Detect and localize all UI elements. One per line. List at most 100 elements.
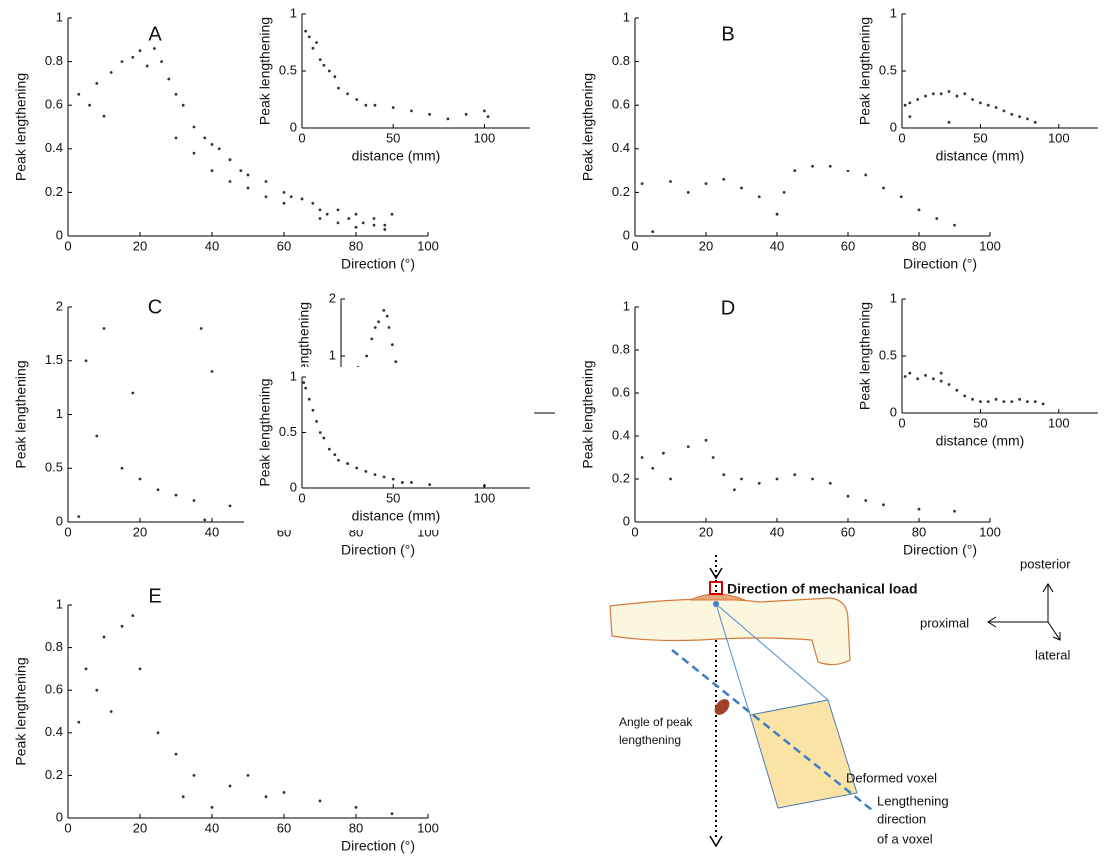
point: [939, 92, 943, 96]
point: [160, 60, 164, 63]
point: [210, 370, 214, 373]
x-axis-label: distance (mm): [352, 508, 441, 524]
x-tick-label: 0: [898, 130, 905, 145]
point: [156, 488, 160, 492]
compass-label: lateral: [1035, 647, 1071, 662]
point: [364, 469, 368, 473]
arrow-head: [709, 567, 723, 848]
point: [138, 667, 142, 671]
panel-label: C: [148, 296, 162, 318]
point: [304, 29, 308, 33]
y-tick-label: 0.8: [45, 53, 63, 68]
point: [1018, 115, 1021, 118]
load-label: Direction of mechanical load: [727, 581, 918, 597]
point: [120, 466, 124, 470]
point: [210, 805, 214, 809]
panel-label: A: [148, 23, 162, 45]
x-axis-label: Direction (°): [903, 256, 977, 272]
point: [486, 115, 490, 118]
point: [722, 473, 726, 477]
voxel-edge: [715, 603, 829, 701]
point: [391, 106, 395, 109]
x-tick-label: 40: [770, 238, 784, 253]
point: [318, 799, 322, 803]
y-tick-label: 0.5: [279, 62, 297, 77]
point: [364, 103, 368, 107]
point: [931, 377, 935, 381]
x-tick-label: 100: [474, 130, 496, 145]
point: [811, 477, 814, 481]
point: [686, 445, 690, 449]
point: [246, 774, 250, 777]
point: [464, 112, 468, 116]
point: [322, 63, 326, 67]
x-axis-label: Direction (°): [341, 838, 415, 854]
inset-chart: 0 0.5 1 0 50 100 distance (mm) Peak lengthening: [244, 367, 534, 530]
y-axis-label: Peak lengthening: [13, 657, 29, 765]
point: [382, 309, 386, 312]
point: [387, 326, 391, 329]
angle-marker: [714, 699, 730, 715]
point: [882, 186, 885, 190]
point: [337, 86, 340, 90]
point: [385, 314, 389, 318]
point: [1026, 400, 1029, 403]
y-tick-label: 1.5: [45, 352, 63, 367]
point: [651, 466, 655, 470]
x-axis-label: distance (mm): [936, 433, 1025, 449]
point: [264, 195, 268, 199]
point: [84, 667, 88, 671]
x-tick-label: 20: [699, 238, 713, 253]
y-tick-label: 0: [623, 227, 630, 242]
point: [88, 103, 91, 107]
y-tick-label: 1: [890, 5, 897, 20]
point: [971, 397, 974, 401]
point: [192, 125, 196, 129]
y-tick-label: 0.5: [279, 424, 297, 439]
point: [979, 400, 982, 403]
x-tick-label: 100: [417, 238, 439, 253]
y-tick-label: 0.6: [612, 384, 630, 399]
angle-label: lengthening: [619, 733, 681, 747]
point: [947, 383, 951, 386]
point: [282, 791, 286, 794]
point: [1002, 400, 1006, 403]
x-tick-label: 0: [298, 130, 305, 145]
x-tick-label: 100: [474, 490, 496, 505]
point: [210, 143, 214, 146]
x-tick-label: 0: [631, 238, 638, 253]
y-tick-label: 0.2: [612, 470, 630, 485]
point: [95, 688, 99, 692]
point: [704, 438, 708, 442]
x-tick-label: 60: [277, 820, 291, 835]
point: [318, 217, 322, 220]
y-axis-label: Peak lengthening: [13, 73, 29, 181]
point: [1033, 120, 1037, 124]
y-tick-label: 1: [290, 368, 297, 383]
point: [953, 223, 956, 227]
point: [971, 98, 974, 101]
point: [994, 106, 998, 109]
point: [322, 436, 326, 440]
point: [355, 466, 359, 470]
point: [373, 326, 377, 329]
point: [372, 217, 376, 220]
voxel-edge: [715, 603, 751, 716]
point: [947, 120, 951, 124]
x-tick-label: 100: [1048, 415, 1070, 430]
point: [640, 456, 644, 459]
x-tick-label: 0: [64, 524, 71, 539]
x-tick-label: 40: [770, 524, 784, 539]
y-tick-label: 0: [56, 227, 63, 242]
point: [757, 195, 761, 199]
x-tick-label: 20: [699, 524, 713, 539]
y-tick-label: 0.6: [45, 97, 63, 112]
inset-chart: 0 0.5 1 0 50 100 distance (mm) Peak lengthening: [244, 4, 534, 170]
point: [153, 47, 156, 50]
voxel-label: Deformed voxel: [846, 770, 937, 785]
point: [924, 94, 927, 98]
x-tick-label: 40: [205, 820, 219, 835]
point: [300, 197, 304, 201]
y-axis-label: Peak lengthening: [580, 73, 596, 181]
